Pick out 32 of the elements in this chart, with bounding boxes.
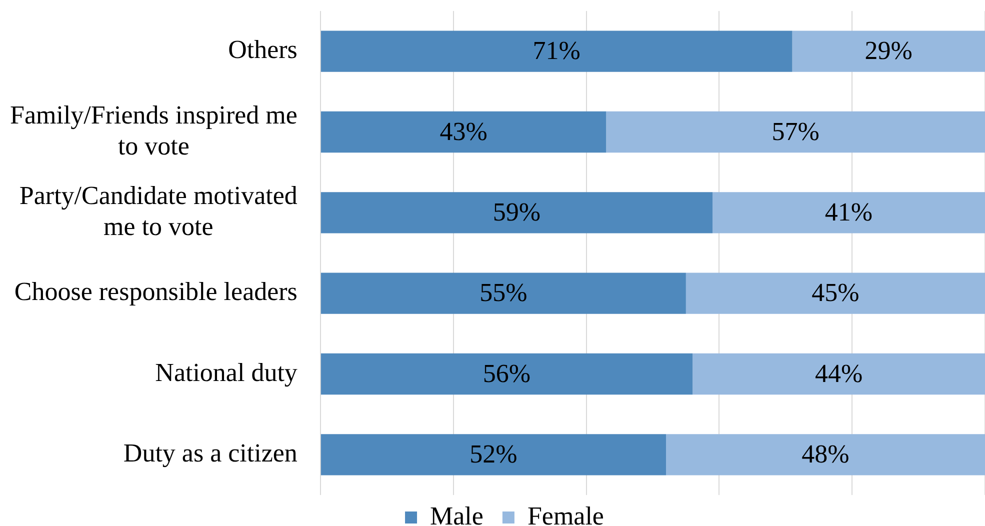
y-tick-label: Others	[228, 35, 298, 64]
bar	[712, 192, 985, 234]
data-label: 56%	[482, 358, 531, 388]
legend-label: Male	[430, 501, 484, 526]
bar	[686, 272, 985, 314]
data-label: 71%	[532, 36, 580, 66]
data-label: 44%	[814, 358, 863, 388]
bar	[320, 353, 693, 395]
data-label: 43%	[440, 116, 488, 146]
data-label: 55%	[480, 278, 528, 308]
bar	[320, 30, 792, 72]
data-label: 45%	[812, 278, 860, 308]
y-tick-label: Duty as a citizen	[123, 438, 298, 468]
bar	[320, 272, 686, 314]
bar	[692, 353, 985, 395]
data-label: 57%	[772, 116, 820, 146]
y-tick-label: National duty	[155, 358, 298, 387]
bar	[320, 434, 666, 476]
y-tick-label: Choose responsible leaders	[14, 277, 298, 306]
data-label: 59%	[492, 197, 541, 226]
bar	[320, 111, 606, 153]
bar	[606, 111, 985, 153]
bar	[666, 434, 985, 476]
data-label: 48%	[802, 439, 850, 468]
data-label: 41%	[824, 197, 873, 226]
legend-label: Female	[527, 501, 604, 526]
y-tick-label: Party/Candidate motivated me to vote	[19, 180, 298, 241]
bar	[792, 30, 985, 72]
bar	[320, 192, 713, 234]
y-tick-label: Family/Friends inspired me to vote	[10, 100, 298, 160]
data-label: 29%	[864, 36, 912, 66]
data-label: 52%	[470, 439, 518, 468]
